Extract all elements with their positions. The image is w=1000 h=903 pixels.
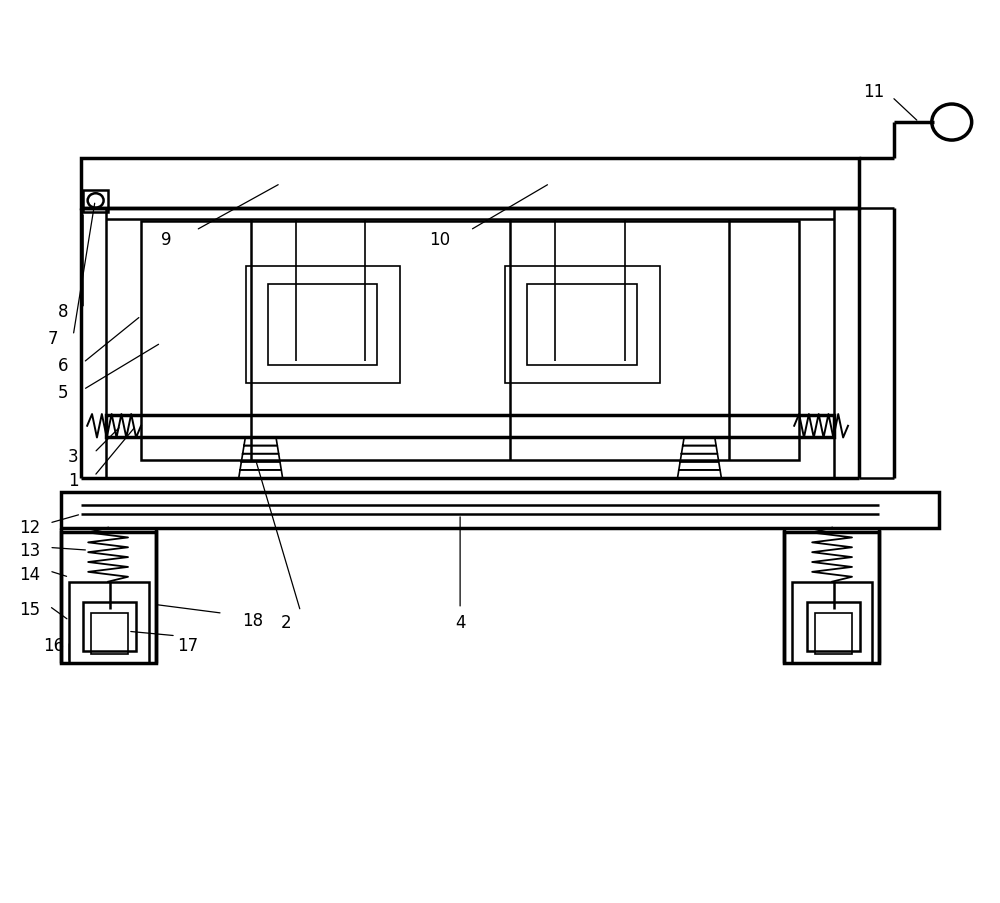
Text: 7: 7 xyxy=(48,330,58,348)
Bar xyxy=(106,415,834,438)
Text: 4: 4 xyxy=(455,613,465,631)
Text: 3: 3 xyxy=(68,447,79,465)
Bar xyxy=(141,222,799,461)
Text: 11: 11 xyxy=(863,82,885,100)
Bar xyxy=(505,267,660,384)
Text: 5: 5 xyxy=(58,384,68,402)
Bar xyxy=(91,613,128,654)
Text: 15: 15 xyxy=(19,600,40,618)
Text: 8: 8 xyxy=(58,303,68,321)
Text: 13: 13 xyxy=(19,542,40,560)
Text: 6: 6 xyxy=(58,357,68,375)
Text: 1: 1 xyxy=(68,471,79,489)
Text: 17: 17 xyxy=(177,636,198,654)
Text: 18: 18 xyxy=(242,610,263,628)
Text: 9: 9 xyxy=(161,231,171,249)
Text: 10: 10 xyxy=(430,231,451,249)
Bar xyxy=(792,582,872,663)
Bar xyxy=(527,285,637,366)
Text: 16: 16 xyxy=(43,636,64,654)
Text: 12: 12 xyxy=(19,518,40,536)
Bar xyxy=(69,582,149,663)
Bar xyxy=(61,492,939,528)
Bar xyxy=(83,191,108,213)
Bar xyxy=(268,285,377,366)
Bar xyxy=(81,159,859,209)
Bar xyxy=(807,601,860,651)
Bar xyxy=(784,533,879,663)
Bar xyxy=(815,613,852,654)
Bar xyxy=(61,533,156,663)
Bar xyxy=(83,601,136,651)
Text: 14: 14 xyxy=(19,565,40,583)
Text: 2: 2 xyxy=(280,613,291,631)
Bar xyxy=(246,267,400,384)
